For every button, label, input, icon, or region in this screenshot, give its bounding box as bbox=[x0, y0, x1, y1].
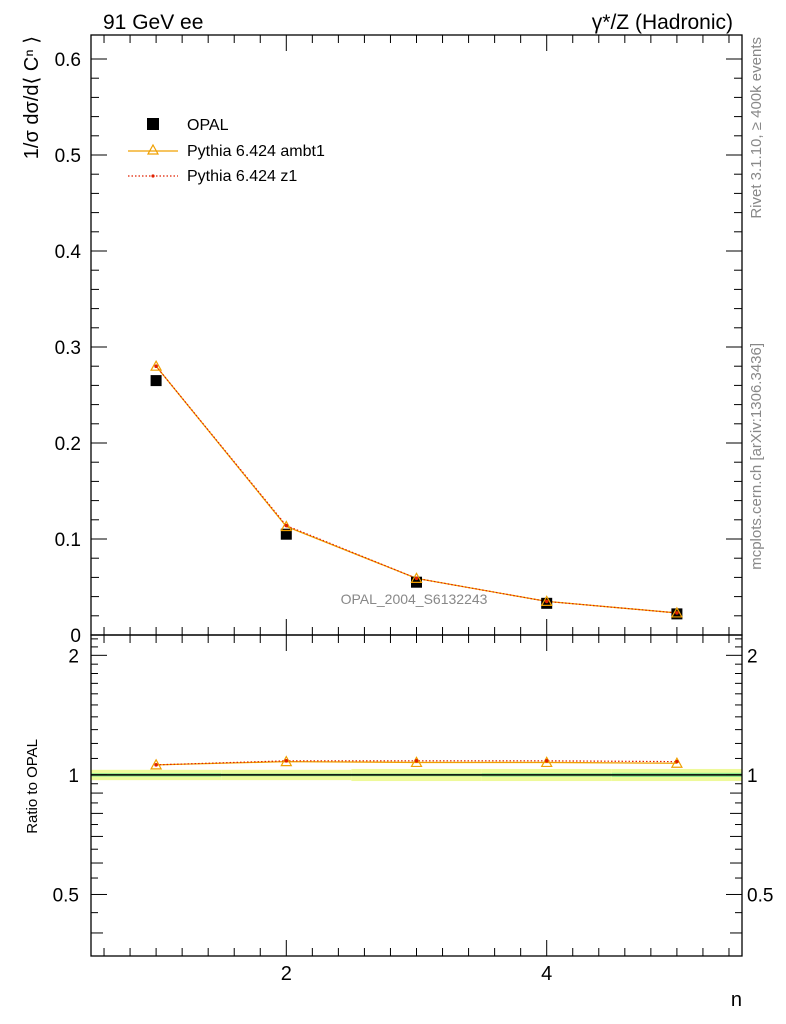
legend-marker-z1 bbox=[151, 174, 155, 178]
z1-point bbox=[414, 576, 419, 581]
ambt1-line bbox=[155, 365, 677, 614]
main-ytick-label: 0.2 bbox=[55, 434, 81, 455]
main-ylabel: 1/σ dσ/d⟨ Cⁿ ⟩ bbox=[21, 36, 43, 159]
ratio-ytick-label: 0.5 bbox=[53, 885, 79, 906]
ratio-z1-point bbox=[544, 759, 549, 763]
ratio-series-layer bbox=[150, 755, 683, 770]
ratio-ambt1-point bbox=[410, 756, 423, 768]
ratio-ytick-label: 1 bbox=[68, 766, 79, 787]
legend-marker-opal bbox=[147, 118, 159, 130]
ratio-ytick-label-right: 1 bbox=[747, 766, 758, 787]
legend-marker-ambt1 bbox=[146, 143, 160, 155]
rivet-version-label: Rivet 3.1.10, ≥ 400k events bbox=[748, 37, 765, 219]
legend-label-z1: Pythia 6.424 z1 bbox=[187, 168, 297, 185]
ratio-ambt1-point bbox=[280, 755, 293, 767]
main-ytick-label: 0.4 bbox=[55, 242, 82, 263]
main-ytick-label: 0.1 bbox=[55, 530, 81, 551]
ratio-ylabel: Ratio to OPAL bbox=[24, 739, 41, 834]
legend-label-opal: OPAL bbox=[187, 117, 229, 134]
main-ytick-label: 0.3 bbox=[55, 338, 81, 359]
main-ytick-label: 0 bbox=[70, 626, 81, 647]
ratio-ytick-label-right: 2 bbox=[747, 646, 758, 667]
x-tick-label: 4 bbox=[541, 963, 552, 985]
header-left: 91 GeV ee bbox=[103, 11, 203, 34]
ratio-z1-point bbox=[414, 759, 419, 763]
ambt1-point bbox=[540, 595, 553, 606]
ratio-plot-frame bbox=[90, 634, 743, 957]
analysis-id-watermark: OPAL_2004_S6132243 bbox=[341, 591, 488, 607]
main-ytick-label: 0.5 bbox=[55, 146, 81, 167]
z1-point bbox=[154, 364, 158, 369]
ratio-ambt1-point bbox=[150, 758, 163, 770]
opal-data-point bbox=[150, 375, 162, 387]
main-series-layer bbox=[150, 359, 683, 620]
ambt1-point bbox=[280, 520, 293, 532]
main-ytick-label: 0.6 bbox=[55, 50, 81, 71]
ratio-ytick-label: 2 bbox=[68, 646, 79, 667]
z1-line bbox=[155, 365, 677, 614]
legend-label-ambt1: Pythia 6.424 ambt1 bbox=[187, 143, 325, 160]
ambt1-point bbox=[410, 572, 423, 583]
z1-point bbox=[675, 611, 679, 615]
ratio-ytick-label-right: 0.5 bbox=[747, 885, 773, 906]
ratio-z1-point bbox=[675, 759, 679, 764]
z1-point bbox=[284, 523, 289, 528]
legend: OPAL Pythia 6.424 ambt1 Pythia 6.424 z1 bbox=[128, 117, 325, 185]
ambt1-point bbox=[670, 606, 683, 618]
z1-point bbox=[544, 599, 549, 604]
ratio-ambt1-point bbox=[670, 756, 683, 768]
ratio-z1-point bbox=[284, 759, 289, 763]
axis-ticks: 0 0.1 0.2 0.3 0.4 0.5 0.6 2 4 0.5 0.5 1 1 2 2 bbox=[53, 35, 773, 985]
opal-data-point bbox=[280, 528, 292, 540]
mcplots-label: mcplots.cern.ch [arXiv:1306.3436] bbox=[748, 343, 765, 570]
ratio-ambt1-point bbox=[540, 756, 553, 768]
ratio-z1-point bbox=[154, 763, 158, 767]
ambt1-point bbox=[150, 359, 163, 371]
x-axis-label: n bbox=[731, 989, 742, 1011]
x-tick-label: 2 bbox=[281, 963, 292, 985]
header-right: γ*/Z (Hadronic) bbox=[592, 11, 733, 34]
opal-data-point bbox=[541, 597, 553, 609]
